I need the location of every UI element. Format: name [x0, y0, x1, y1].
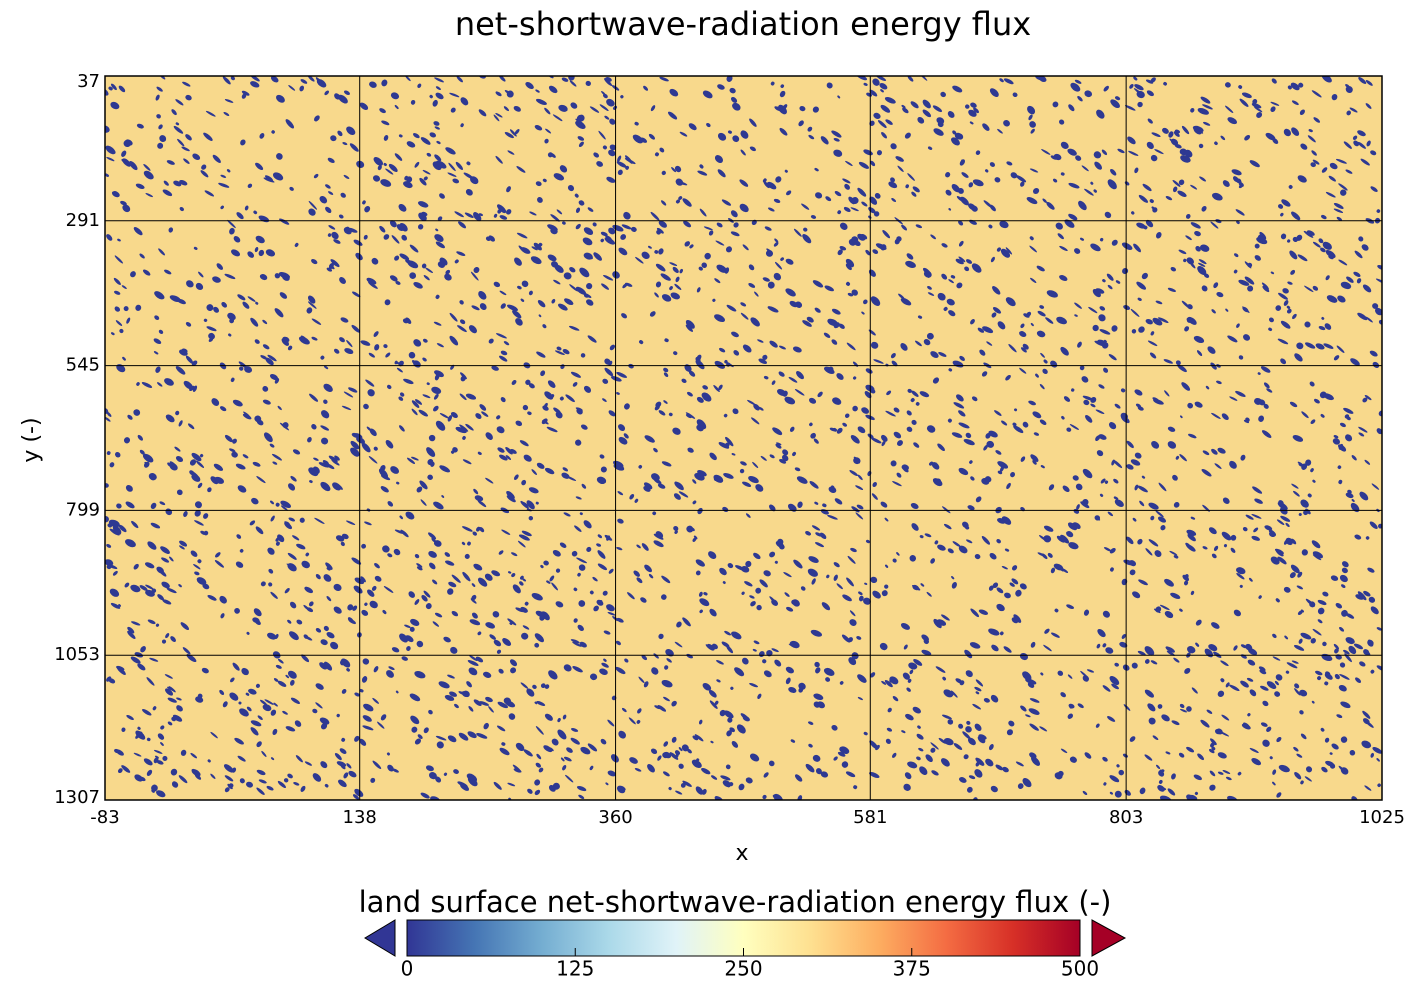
colorbar-tick-label: 125	[556, 957, 594, 981]
raster	[99, 72, 1386, 805]
x-tick-label: 1025	[1359, 807, 1405, 828]
chart-title: net-shortwave-radiation energy flux	[455, 5, 1031, 43]
colorbar-tick-label: 375	[893, 957, 931, 981]
colorbar-under	[365, 920, 395, 956]
y-tick-label: 37	[77, 71, 100, 92]
colorbar-over	[1092, 920, 1125, 956]
x-axis-label: x	[735, 841, 748, 866]
x-tick-label: 360	[598, 807, 632, 828]
x-tick-label: 803	[1109, 807, 1143, 828]
y-tick-label: 1053	[54, 644, 100, 665]
y-tick-label: 545	[66, 355, 100, 376]
y-axis-label: y (-)	[19, 417, 44, 462]
x-tick-label: -83	[90, 807, 119, 828]
colorbar-tick-label: 250	[724, 957, 762, 981]
colorbar-label: land surface net-shortwave-radiation ene…	[359, 885, 1112, 919]
y-tick-label: 1307	[54, 787, 100, 808]
x-tick-label: 581	[853, 807, 887, 828]
colorbar-tick-label: 0	[401, 957, 414, 981]
y-tick-label: 291	[66, 210, 100, 231]
x-tick-label: 138	[343, 807, 377, 828]
y-tick-label: 799	[66, 499, 100, 520]
colorbar-tick-label: 500	[1061, 957, 1099, 981]
